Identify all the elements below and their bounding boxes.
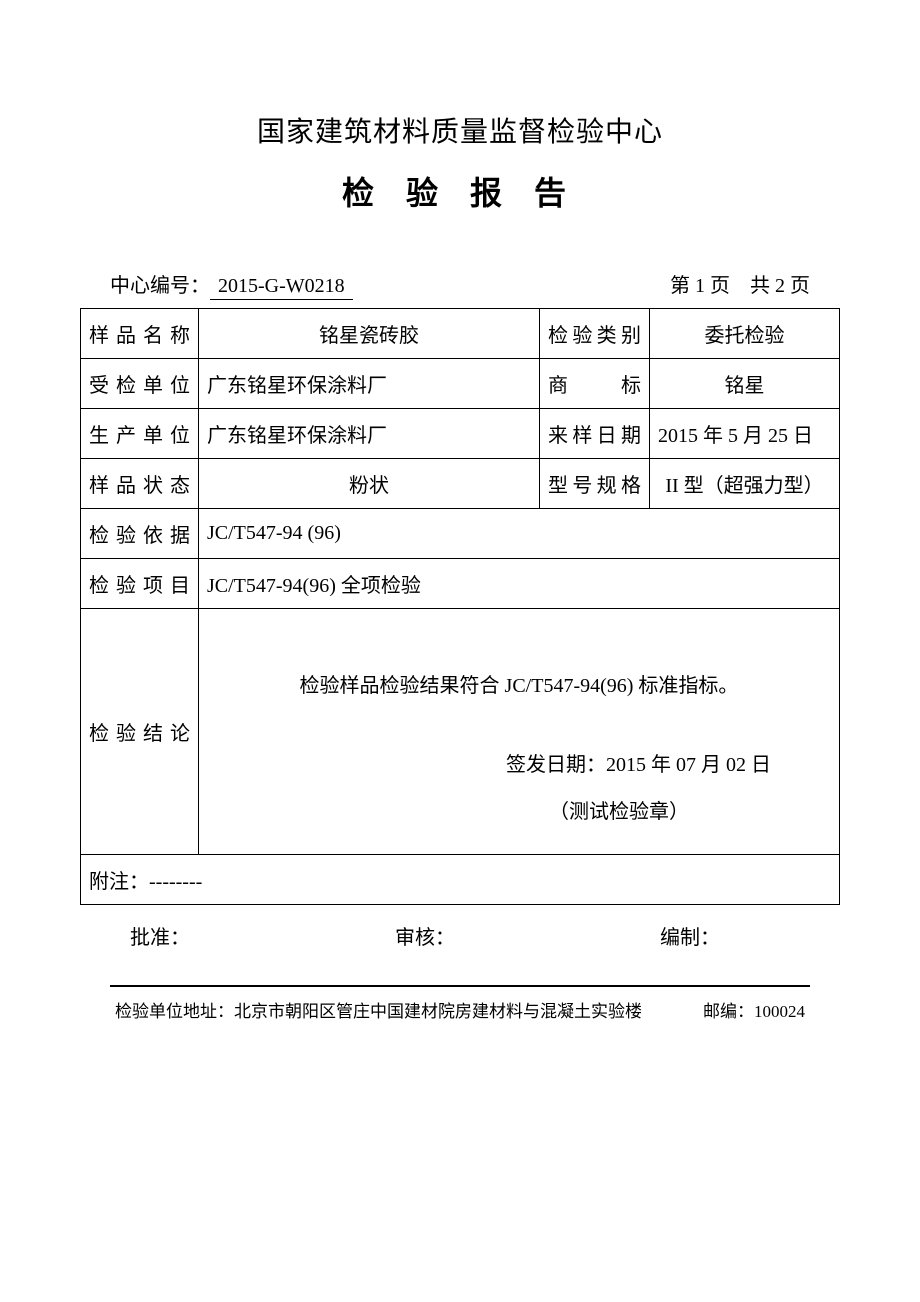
table-row-note: 附注：-------- (81, 855, 840, 905)
value-conclusion-cell: 检验样品检验结果符合 JC/T547-94(96) 标准指标。 签发日期：201… (199, 609, 840, 855)
center-code: 中心编号： 2015-G-W0218 (110, 269, 353, 300)
conclusion-content: 检验样品检验结果符合 JC/T547-94(96) 标准指标。 签发日期：201… (207, 619, 831, 844)
table-row: 受检单位 广东铭星环保涂料厂 商 标 铭星 (81, 359, 840, 409)
footer: 检验单位地址：北京市朝阳区管庄中国建材院房建材料与混凝土实验楼 邮编：10002… (80, 997, 840, 1022)
label-conclusion: 检验结论 (81, 609, 199, 855)
label-sample-state: 样品状态 (81, 459, 199, 509)
table-row-project: 检验项目 JC/T547-94(96) 全项检验 (81, 559, 840, 609)
report-table: 样品名称 铭星瓷砖胶 检验类别 委托检验 受检单位 广东铭星环保涂料厂 商 标 … (80, 308, 840, 905)
table-row: 样品状态 粉状 型号规格 II 型（超强力型） (81, 459, 840, 509)
footer-address-value: 北京市朝阳区管庄中国建材院房建材料与混凝土实验楼 (234, 1002, 642, 1021)
note-value: -------- (149, 871, 202, 893)
sig-approve: 批准： (130, 921, 190, 950)
label-inspect-type: 检验类别 (540, 309, 650, 359)
label-trademark: 商 标 (540, 359, 650, 409)
value-basis: JC/T547-94 (96) (199, 509, 840, 559)
table-row: 生产单位 广东铭星环保涂料厂 来样日期 2015 年 5 月 25 日 (81, 409, 840, 459)
conclusion-text: 检验样品检验结果符合 JC/T547-94(96) 标准指标。 (207, 639, 831, 698)
footer-address-label: 检验单位地址： (115, 1002, 234, 1021)
value-project: JC/T547-94(96) 全项检验 (199, 559, 840, 609)
table-row: 样品名称 铭星瓷砖胶 检验类别 委托检验 (81, 309, 840, 359)
sig-review: 审核： (395, 921, 455, 950)
page-info: 第 1 页 共 2 页 (670, 269, 810, 300)
org-title: 国家建筑材料质量监督检验中心 (80, 110, 840, 150)
footer-postcode-value: 100024 (754, 1002, 805, 1021)
label-producer: 生产单位 (81, 409, 199, 459)
note-cell: 附注：-------- (81, 855, 840, 905)
value-producer: 广东铭星环保涂料厂 (199, 409, 540, 459)
sig-compile: 编制： (660, 921, 720, 950)
label-inspected-unit: 受检单位 (81, 359, 199, 409)
table-row-basis: 检验依据 JC/T547-94 (96) (81, 509, 840, 559)
signature-row: 批准： 审核： 编制： (80, 905, 840, 950)
value-inspected-unit: 广东铭星环保涂料厂 (199, 359, 540, 409)
footer-divider (110, 985, 810, 987)
label-sample-date: 来样日期 (540, 409, 650, 459)
value-sample-date: 2015 年 5 月 25 日 (650, 409, 840, 459)
conclusion-seal: （测试检验章） (207, 795, 831, 824)
code-value: 2015-G-W0218 (210, 275, 353, 300)
value-model-spec: II 型（超强力型） (650, 459, 840, 509)
footer-address: 检验单位地址：北京市朝阳区管庄中国建材院房建材料与混凝土实验楼 (115, 997, 642, 1022)
conclusion-sign-date: 签发日期：2015 年 07 月 02 日 (207, 748, 831, 777)
report-title: 检 验 报 告 (80, 168, 840, 214)
table-row-conclusion: 检验结论 检验样品检验结果符合 JC/T547-94(96) 标准指标。 签发日… (81, 609, 840, 855)
label-basis: 检验依据 (81, 509, 199, 559)
label-project: 检验项目 (81, 559, 199, 609)
value-sample-name: 铭星瓷砖胶 (199, 309, 540, 359)
value-inspect-type: 委托检验 (650, 309, 840, 359)
label-sample-name: 样品名称 (81, 309, 199, 359)
value-trademark: 铭星 (650, 359, 840, 409)
code-label: 中心编号： (110, 269, 210, 298)
label-model-spec: 型号规格 (540, 459, 650, 509)
header-row: 中心编号： 2015-G-W0218 第 1 页 共 2 页 (80, 269, 840, 308)
note-label: 附注： (89, 871, 149, 893)
value-sample-state: 粉状 (199, 459, 540, 509)
footer-postcode-label: 邮编： (703, 1002, 754, 1021)
footer-postcode: 邮编：100024 (703, 997, 805, 1022)
